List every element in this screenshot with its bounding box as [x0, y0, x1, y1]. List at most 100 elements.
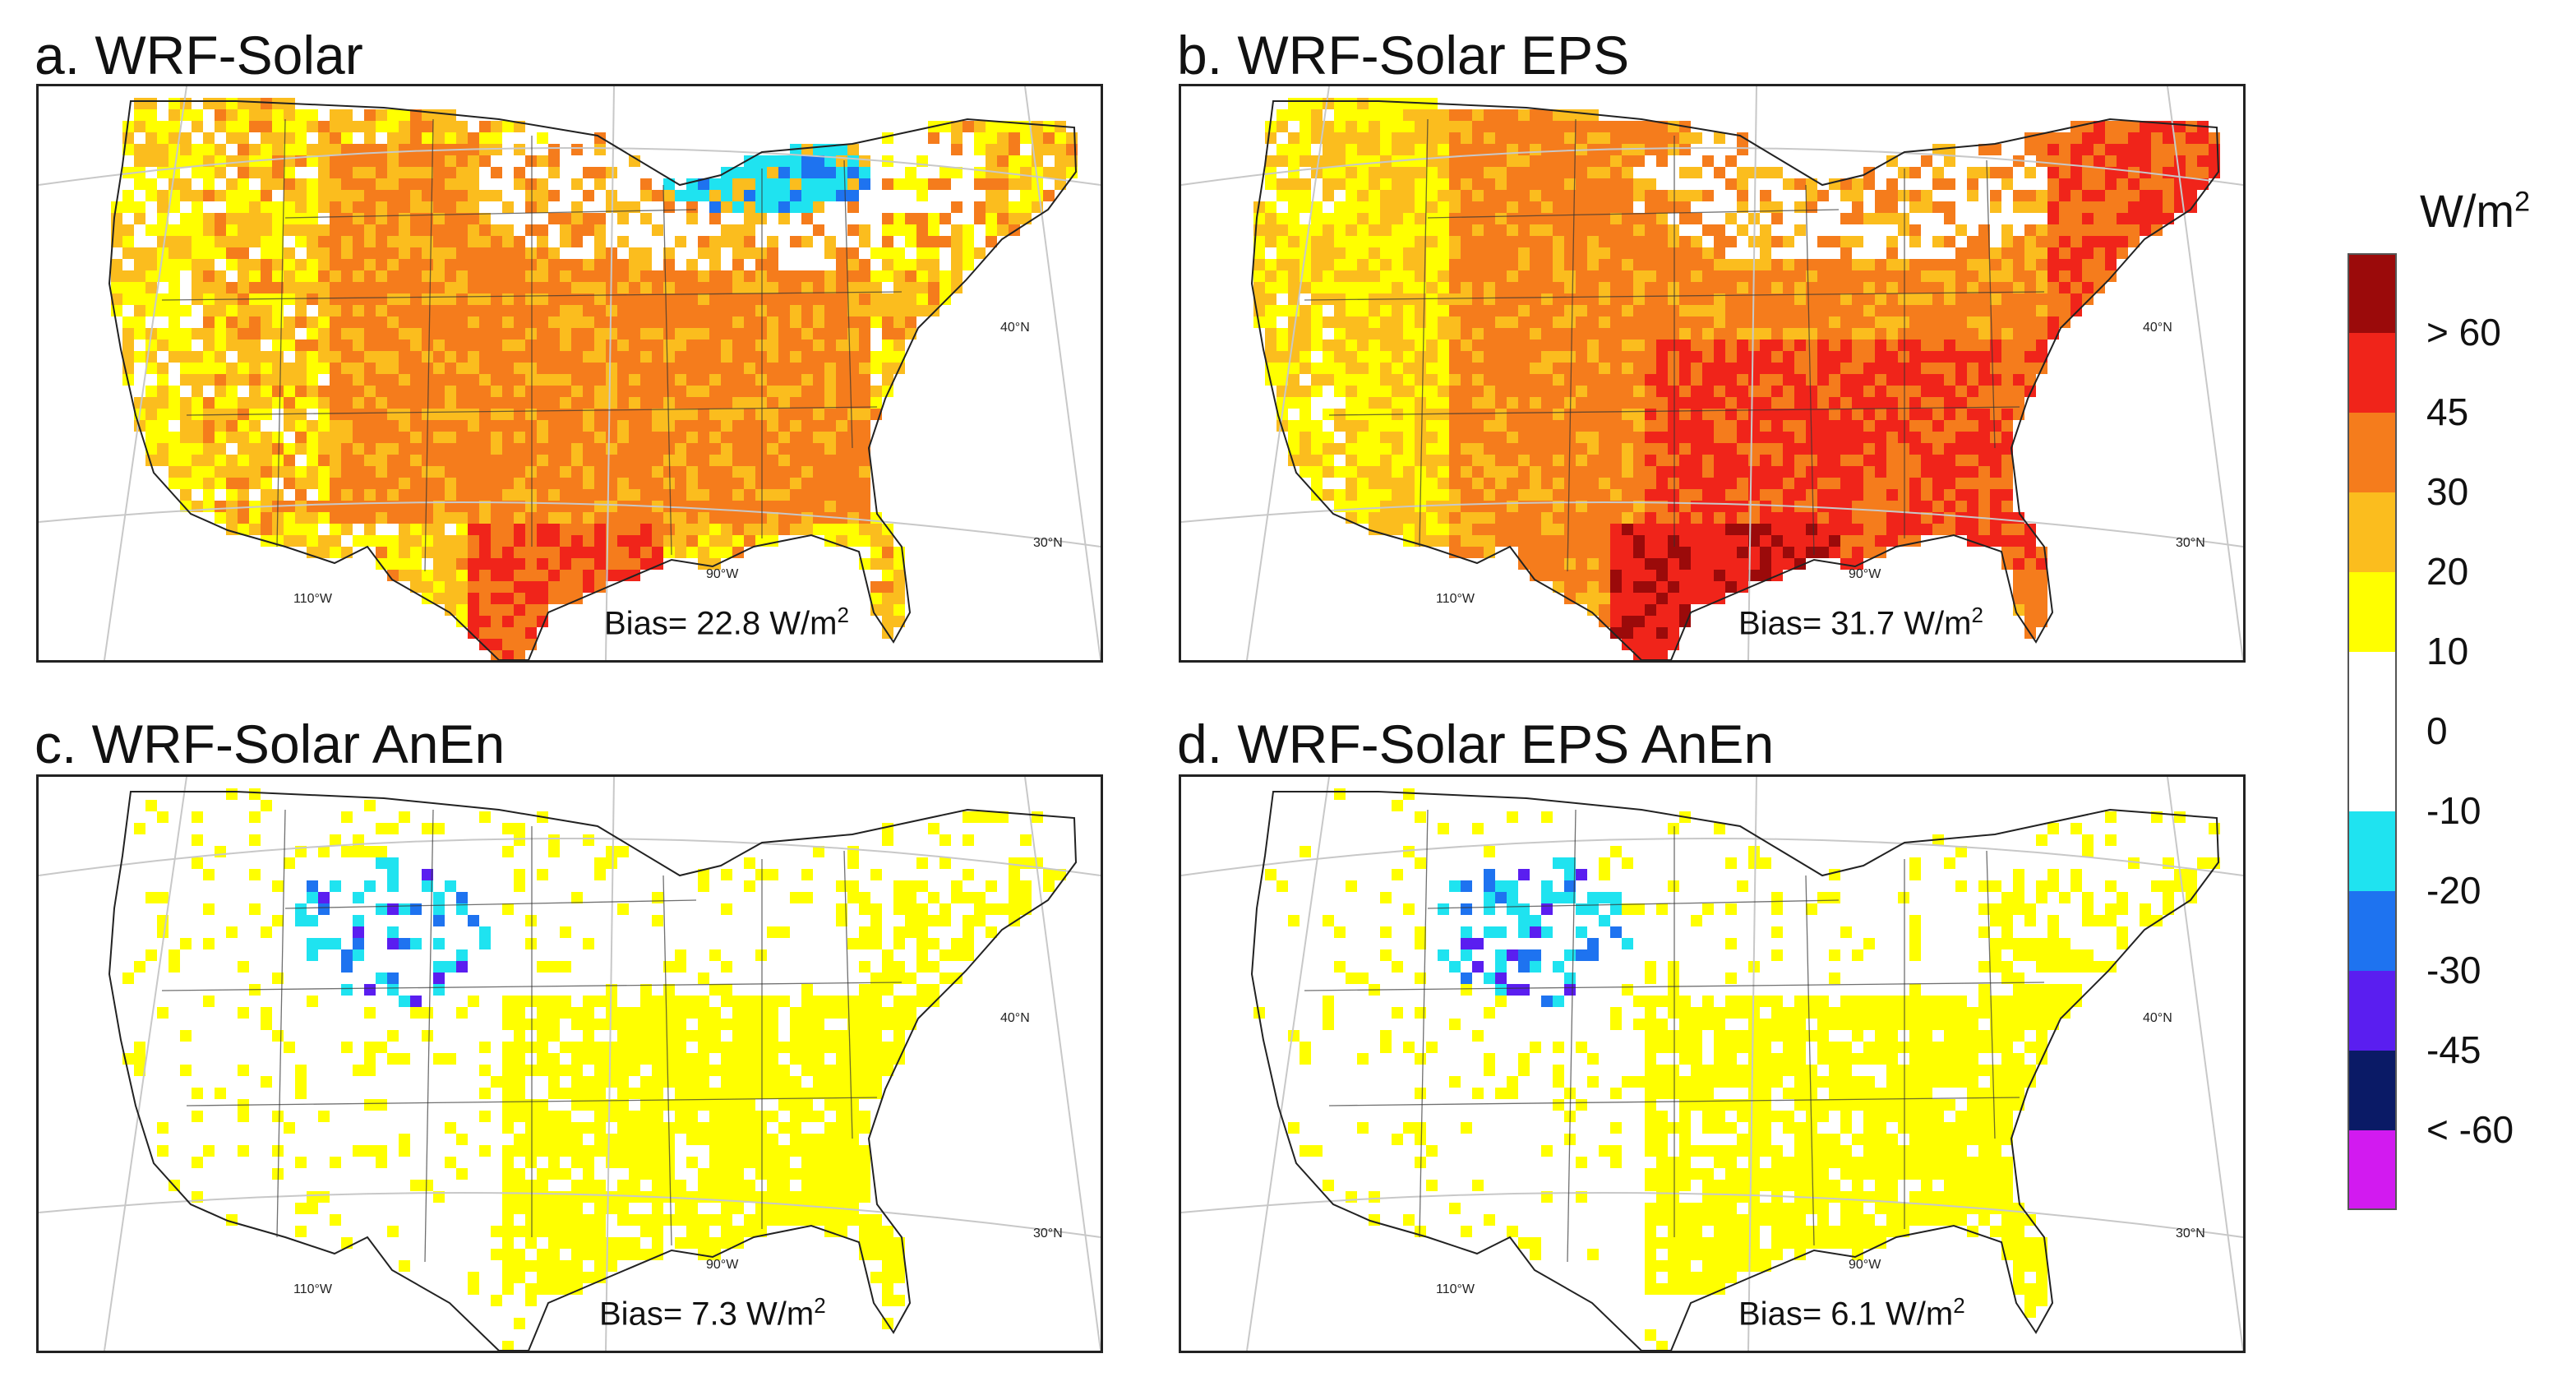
- bias-cell: [755, 455, 767, 466]
- bias-cell: [1840, 351, 1852, 363]
- bias-cell: [1265, 132, 1276, 144]
- bias-cell: [1380, 132, 1392, 144]
- bias-cell: [1449, 270, 1461, 282]
- bias-cell: [2024, 144, 2036, 155]
- bias-cell: [399, 374, 410, 386]
- bias-cell: [145, 432, 157, 443]
- bias-cell: [1587, 558, 1599, 570]
- bias-cell: [2105, 236, 2117, 247]
- bias-cell: [1288, 374, 1300, 386]
- bias-cell: [1541, 466, 1553, 478]
- bias-cell: [238, 340, 249, 351]
- bias-cell: [537, 316, 548, 328]
- bias-cell: [1518, 466, 1530, 478]
- bias-cell: [468, 190, 479, 201]
- bias-cell: [456, 293, 468, 305]
- bias-cell: [1817, 386, 1829, 397]
- bias-cell: [686, 466, 698, 478]
- bias-cell: [2128, 178, 2140, 190]
- bias-cell: [1369, 340, 1380, 351]
- bias-cell: [422, 132, 433, 144]
- bias-cell: [1944, 293, 1955, 305]
- bias-cell: [709, 247, 721, 259]
- bias-cell: [1829, 489, 1840, 501]
- bias-cell: [226, 190, 238, 201]
- bias-cell: [1714, 386, 1725, 397]
- bias-cell: [318, 478, 330, 489]
- bias-cell: [1714, 305, 1725, 316]
- bias-cell: [376, 363, 387, 374]
- bias-cell: [1817, 351, 1829, 363]
- bias-cell: [134, 121, 145, 132]
- bias-cell: [537, 305, 548, 316]
- bias-cell: [790, 432, 801, 443]
- bias-cell: [1668, 374, 1679, 386]
- bias-cell: [353, 259, 364, 270]
- bias-cell: [330, 374, 341, 386]
- bias-cell: [376, 397, 387, 409]
- bias-cell: [859, 489, 870, 501]
- bias-cell: [180, 478, 192, 489]
- bias-cell: [698, 547, 709, 558]
- bias-cell: [1438, 432, 1449, 443]
- bias-cell: [364, 409, 376, 420]
- bias-cell: [445, 489, 456, 501]
- bias-cell: [1449, 386, 1461, 397]
- bias-cell: [433, 420, 445, 432]
- bias-cell: [1599, 259, 1610, 270]
- bias-cell: [479, 155, 491, 167]
- bias-cell: [1691, 397, 1702, 409]
- bias-cell: [1599, 420, 1610, 432]
- bias-cell: [1553, 443, 1564, 455]
- bias-cell: [1771, 547, 1783, 558]
- bias-cell: [180, 328, 192, 340]
- bias-cell: [525, 524, 537, 535]
- bias-cell: [330, 455, 341, 466]
- bias-cell: [1771, 386, 1783, 397]
- bias-cell: [318, 386, 330, 397]
- bias-cell: [1392, 524, 1403, 535]
- bias-cell: [1863, 282, 1875, 293]
- bias-cell: [1323, 98, 1334, 109]
- bias-cell: [1978, 524, 1990, 535]
- bias-cell: [1702, 455, 1714, 466]
- bias-cell: [2013, 259, 2024, 270]
- bias-cell: [1783, 455, 1794, 466]
- bias-cell: [548, 432, 560, 443]
- bias-cell: [1357, 478, 1369, 489]
- bias-cell: [721, 293, 732, 305]
- bias-cell: [1564, 155, 1576, 167]
- bias-cell: [893, 558, 905, 570]
- bias-cell: [2047, 282, 2059, 293]
- bias-cell: [1426, 351, 1438, 363]
- bias-cell: [1668, 386, 1679, 397]
- bias-cell: [2186, 132, 2197, 144]
- bias-cell: [1955, 363, 1967, 374]
- bias-cell: [192, 282, 203, 293]
- bias-cell: [1495, 305, 1507, 316]
- bias-cell: [1622, 547, 1633, 558]
- bias-cell: [1852, 213, 1863, 224]
- bias-cell: [1484, 247, 1495, 259]
- bias-cell: [1438, 489, 1449, 501]
- bias-cell: [1564, 305, 1576, 316]
- bias-cell: [376, 340, 387, 351]
- bias-cell: [1472, 213, 1484, 224]
- bias-cell: [1840, 397, 1852, 409]
- bias-cell: [353, 420, 364, 432]
- bias-cell: [1587, 455, 1599, 466]
- bias-cell: [1978, 259, 1990, 270]
- bias-cell: [284, 455, 295, 466]
- bias-cell: [1518, 547, 1530, 558]
- bias-cell: [341, 259, 353, 270]
- bias-cell: [548, 558, 560, 570]
- bias-cell: [1415, 363, 1426, 374]
- bias-cell: [1622, 201, 1633, 213]
- bias-cell: [1714, 489, 1725, 501]
- bias-cell: [1020, 132, 1032, 144]
- bias-cell: [1898, 501, 1909, 512]
- bias-cell: [1645, 420, 1656, 432]
- bias-cell: [1020, 201, 1032, 213]
- bias-cell: [422, 363, 433, 374]
- bias-cell: [675, 420, 686, 432]
